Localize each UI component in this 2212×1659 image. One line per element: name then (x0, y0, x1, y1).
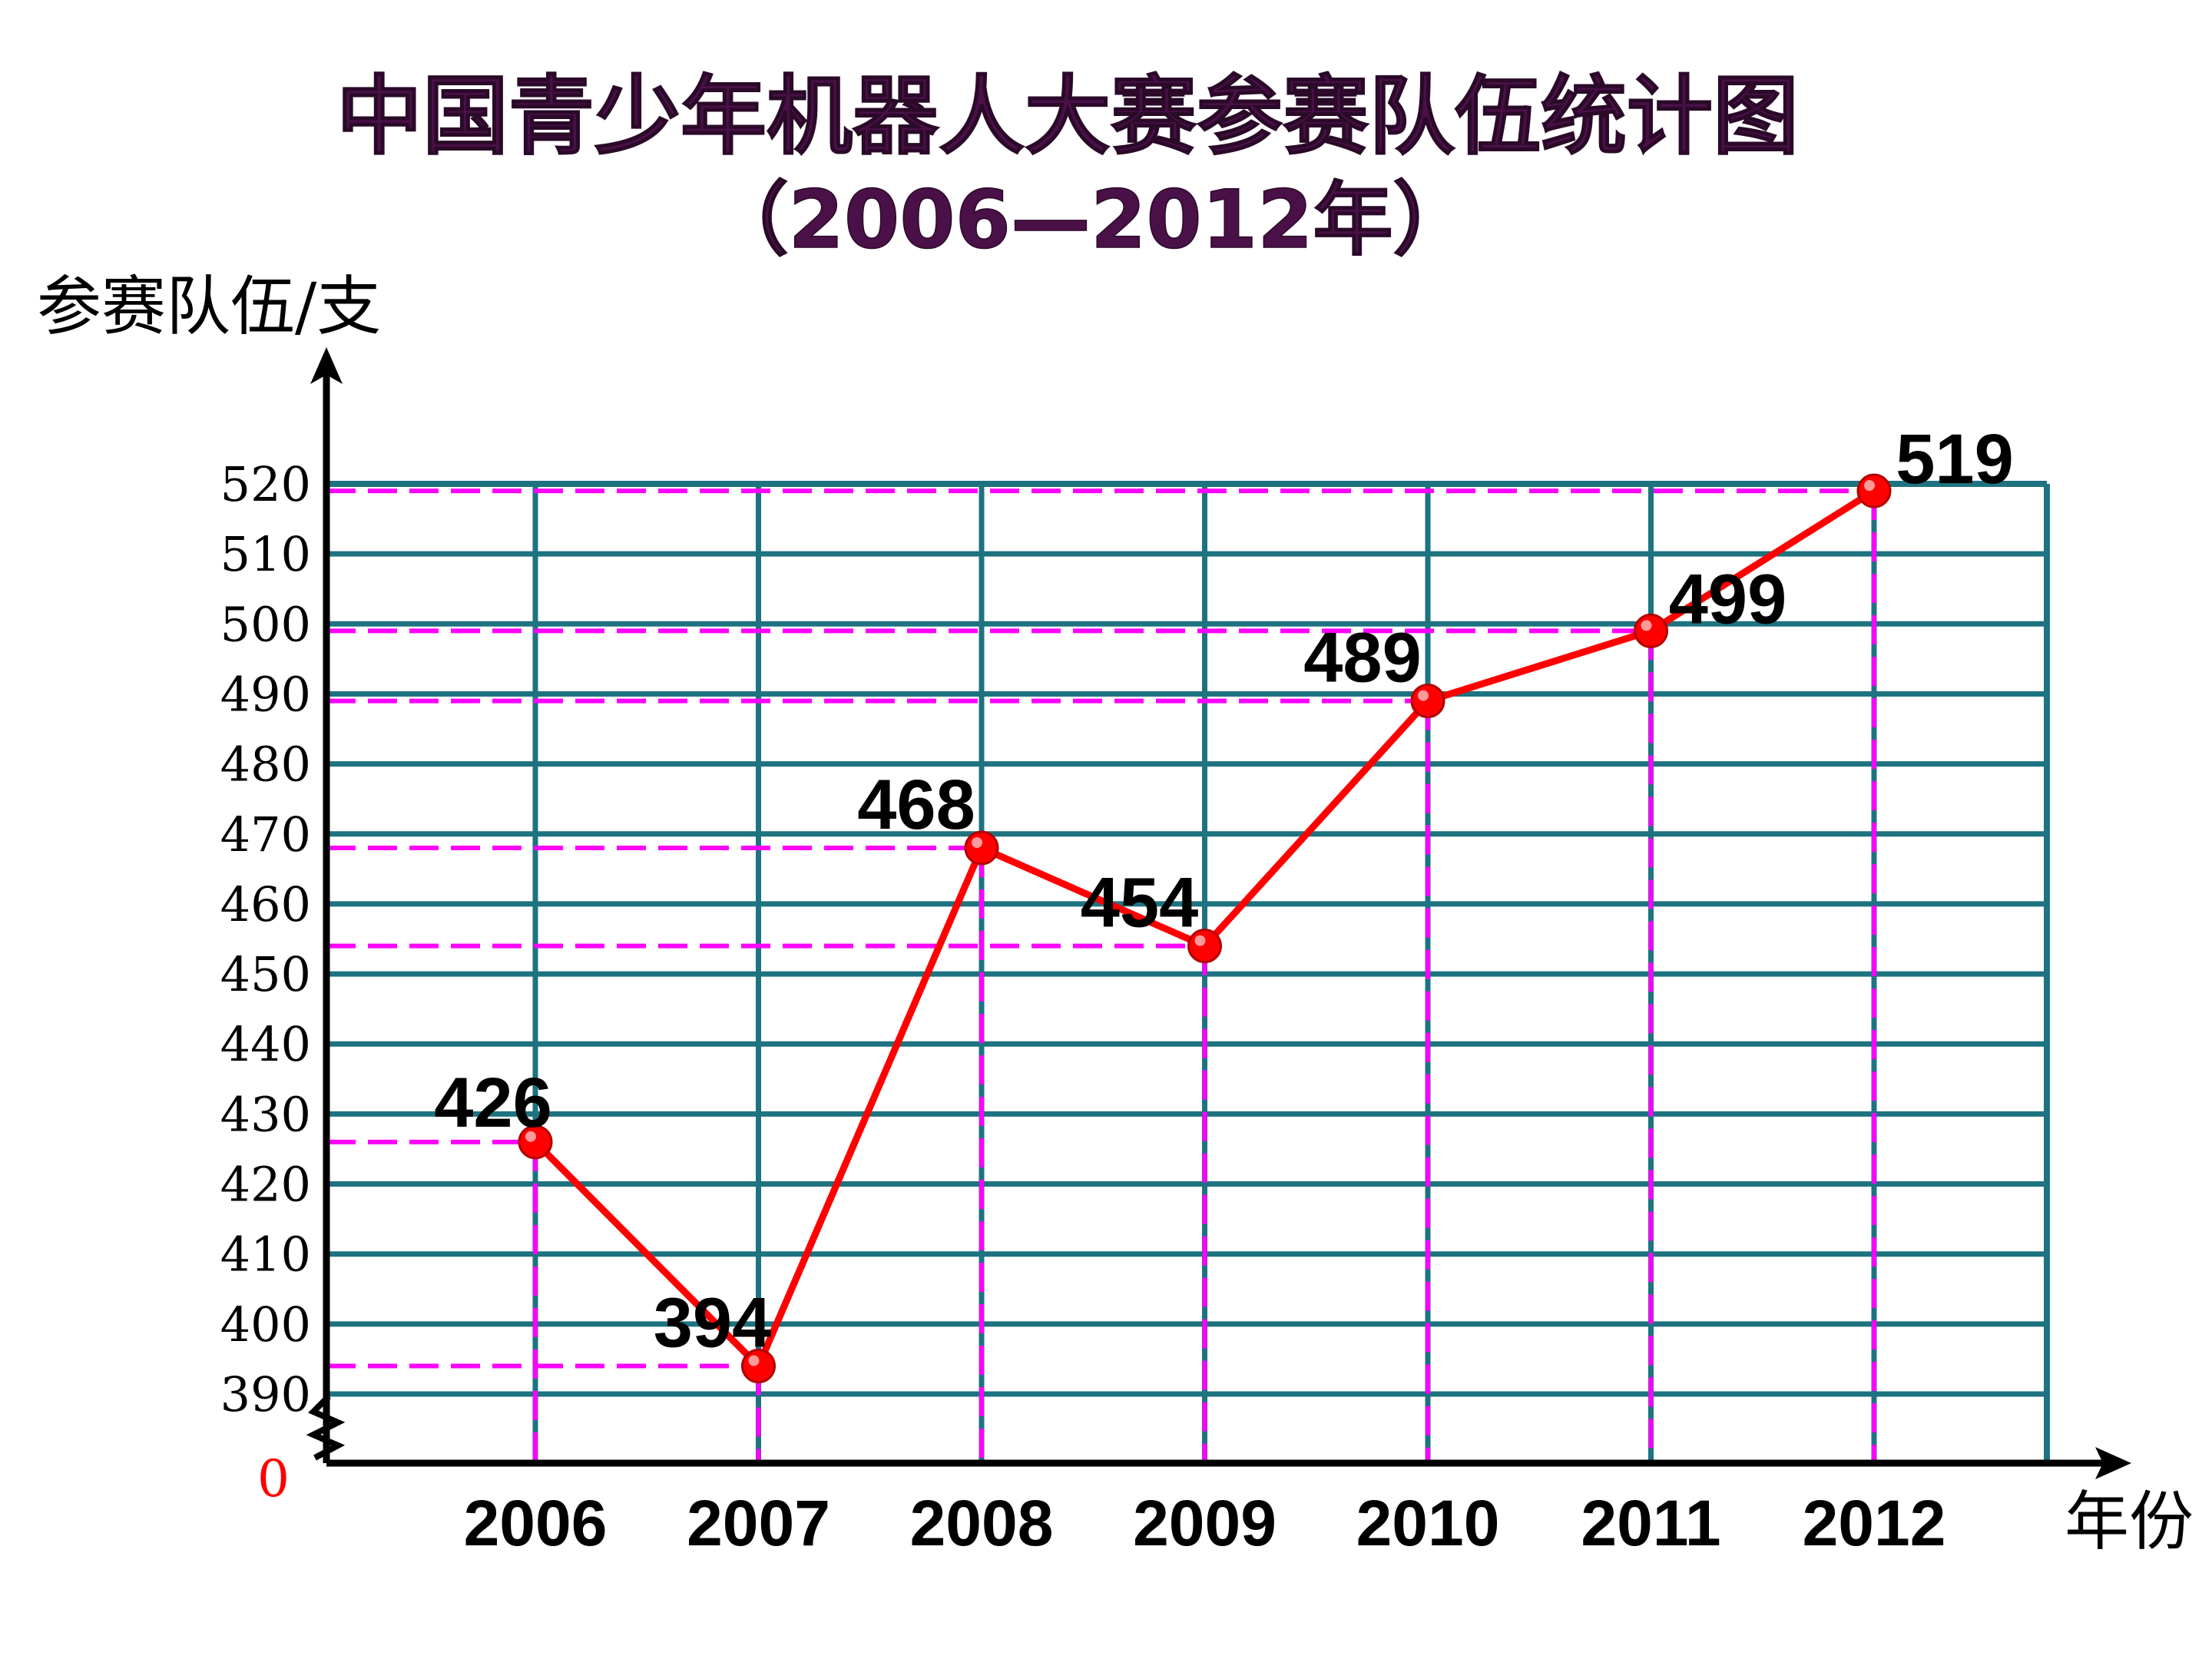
data-point-highlight (972, 837, 982, 848)
data-point-highlight (1194, 935, 1206, 946)
axes (306, 347, 2131, 1479)
x-tick-label: 2011 (1581, 1487, 1720, 1559)
y-axis-title: 参赛队伍/支 (37, 269, 381, 344)
y-tick-label: 390 (220, 1366, 311, 1422)
chart-title: 中国青少年机器人大赛参赛队伍统计图 (336, 67, 1799, 167)
y-tick-label: 400 (220, 1296, 311, 1353)
data-point-highlight (1641, 620, 1652, 631)
guide-lines (326, 488, 1876, 1463)
data-label: 468 (857, 766, 975, 844)
x-tick-labels: 2006 2007 2008 2009 2010 2011 2012 (464, 1487, 1946, 1559)
y-tick-labels: 390 400 410 420 430 440 450 460 470 480 490 500 510 5… (220, 456, 311, 1422)
data-label: 454 (1081, 864, 1199, 942)
y-tick-label: 520 (220, 456, 311, 512)
y-tick-label: 420 (220, 1157, 311, 1213)
origin-label: 0 (257, 1449, 290, 1508)
y-tick-label: 480 (220, 737, 311, 793)
x-tick-label: 2008 (910, 1487, 1054, 1559)
y-tick-label: 490 (220, 666, 311, 722)
y-tick-label: 510 (220, 526, 311, 582)
axis-break-icon (306, 1394, 346, 1461)
y-tick-label: 460 (220, 876, 311, 932)
x-axis-title: 年份 (2065, 1484, 2194, 1559)
y-tick-label: 430 (220, 1086, 311, 1142)
x-tick-label: 2012 (1803, 1487, 1946, 1559)
y-axis-arrow (310, 347, 343, 384)
data-label: 394 (654, 1284, 772, 1363)
data-point (1856, 473, 1892, 508)
data-labels: 426 394 468 454 489 499 519 (434, 420, 2014, 1362)
x-tick-label: 2006 (464, 1487, 608, 1559)
x-tick-label: 2010 (1356, 1487, 1500, 1559)
y-tick-label: 410 (220, 1227, 311, 1283)
chart-subtitle: （2006—2012年） (709, 173, 1473, 267)
y-tick-label: 450 (220, 946, 311, 1002)
data-point-highlight (525, 1131, 536, 1142)
data-label: 519 (1896, 420, 2014, 498)
y-tick-label: 500 (220, 596, 311, 652)
y-tick-label: 440 (220, 1016, 311, 1072)
data-series (518, 473, 1892, 1384)
data-label: 489 (1303, 619, 1422, 697)
data-point-highlight (1418, 690, 1429, 701)
data-point-highlight (1864, 480, 1875, 492)
data-point-highlight (748, 1355, 760, 1366)
x-tick-label: 2009 (1133, 1487, 1277, 1559)
data-point (1634, 613, 1668, 648)
x-tick-label: 2007 (687, 1487, 830, 1559)
data-label: 426 (434, 1064, 552, 1142)
y-tick-label: 470 (220, 806, 311, 863)
data-label: 499 (1669, 560, 1787, 638)
x-axis-arrow (2095, 1447, 2131, 1479)
